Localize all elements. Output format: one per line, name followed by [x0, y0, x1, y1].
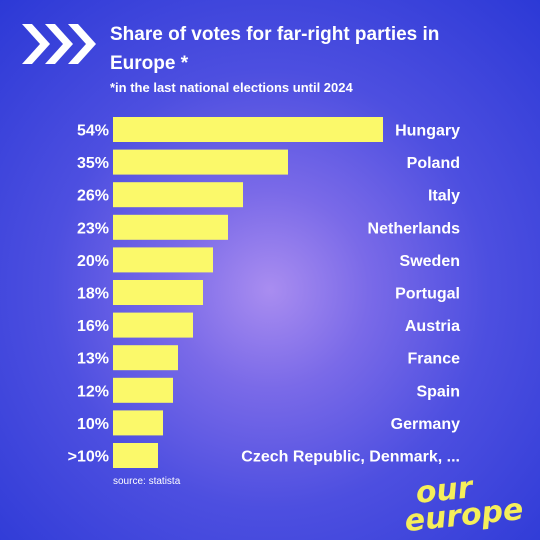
value-label-6: 16% — [77, 318, 109, 335]
bar-1 — [113, 149, 288, 175]
category-label-3: Netherlands — [368, 220, 461, 237]
category-label-1: Poland — [407, 155, 460, 172]
value-label-1: 35% — [77, 155, 109, 172]
bar-2 — [113, 182, 243, 208]
value-label-3: 23% — [77, 220, 109, 237]
category-label-5: Portugal — [395, 286, 460, 303]
chart-title: Share of votes for far-right parties in … — [110, 24, 440, 74]
bar-0 — [113, 117, 383, 142]
bar-9 — [113, 410, 163, 436]
category-label-9: Germany — [391, 416, 460, 433]
bar-8 — [113, 377, 173, 403]
category-label-2: Italy — [428, 188, 460, 205]
value-label-10: >10% — [68, 449, 109, 466]
bar-chart: 54% Hungary 35% Poland 26% Italy 23% Netherland… — [68, 117, 461, 468]
category-label-8: Spain — [416, 383, 460, 400]
category-label-4: Sweden — [400, 253, 460, 270]
value-label-8: 12% — [77, 383, 109, 400]
bar-4 — [113, 247, 213, 273]
logo-line-1: our — [414, 472, 476, 511]
value-label-9: 10% — [77, 416, 109, 433]
bar-5 — [113, 280, 203, 305]
category-label-0: Hungary — [395, 123, 460, 140]
triple-chevron-right-icon — [22, 24, 96, 64]
category-label-6: Austria — [405, 318, 460, 335]
value-label-4: 20% — [77, 253, 109, 270]
value-label-5: 18% — [77, 286, 109, 303]
value-label-7: 13% — [77, 351, 109, 368]
bar-7 — [113, 345, 178, 371]
bar-6 — [113, 312, 193, 338]
chart-subtitle: *in the last national elections until 20… — [110, 80, 353, 95]
our-europe-logo: our europe — [403, 472, 525, 532]
value-label-0: 54% — [77, 123, 109, 140]
category-label-7: France — [408, 351, 461, 368]
bar-10 — [113, 443, 158, 468]
bar-3 — [113, 214, 228, 240]
category-label-10: Czech Republic, Denmark, ... — [241, 449, 460, 466]
value-label-2: 26% — [77, 188, 109, 205]
source-note: source: statista — [113, 476, 181, 487]
